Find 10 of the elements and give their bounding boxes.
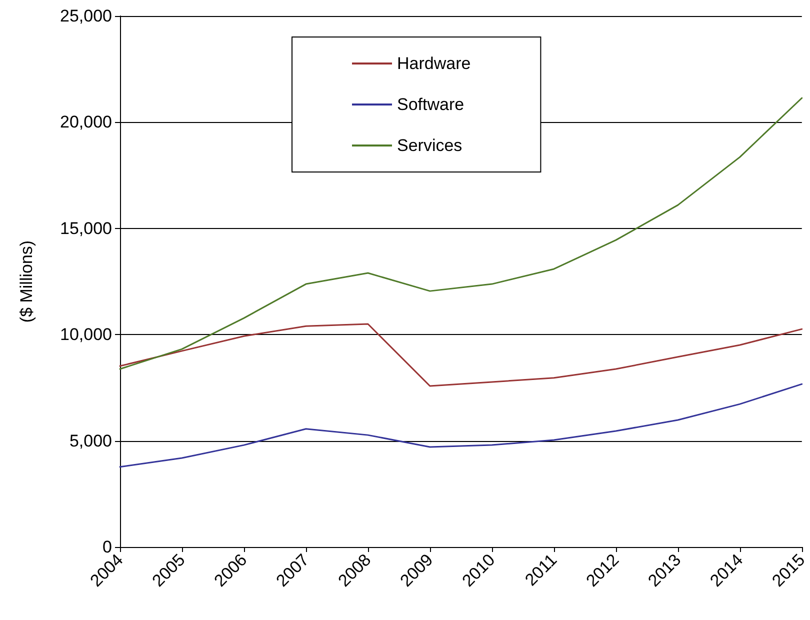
y-tick-label: 25,000 — [60, 6, 112, 26]
legend-label: Hardware — [397, 54, 471, 73]
y-tick-label: 5,000 — [69, 431, 112, 450]
y-tick-label: 15,000 — [60, 218, 112, 238]
y-tick-label: 0 — [102, 538, 112, 556]
y-axis-title: ($ Millions) — [17, 240, 36, 323]
y-tick-label: 10,000 — [60, 325, 112, 344]
legend-label: Software — [397, 95, 464, 114]
y-tick-label: 20,000 — [60, 112, 112, 132]
legend-label: Services — [397, 136, 462, 155]
